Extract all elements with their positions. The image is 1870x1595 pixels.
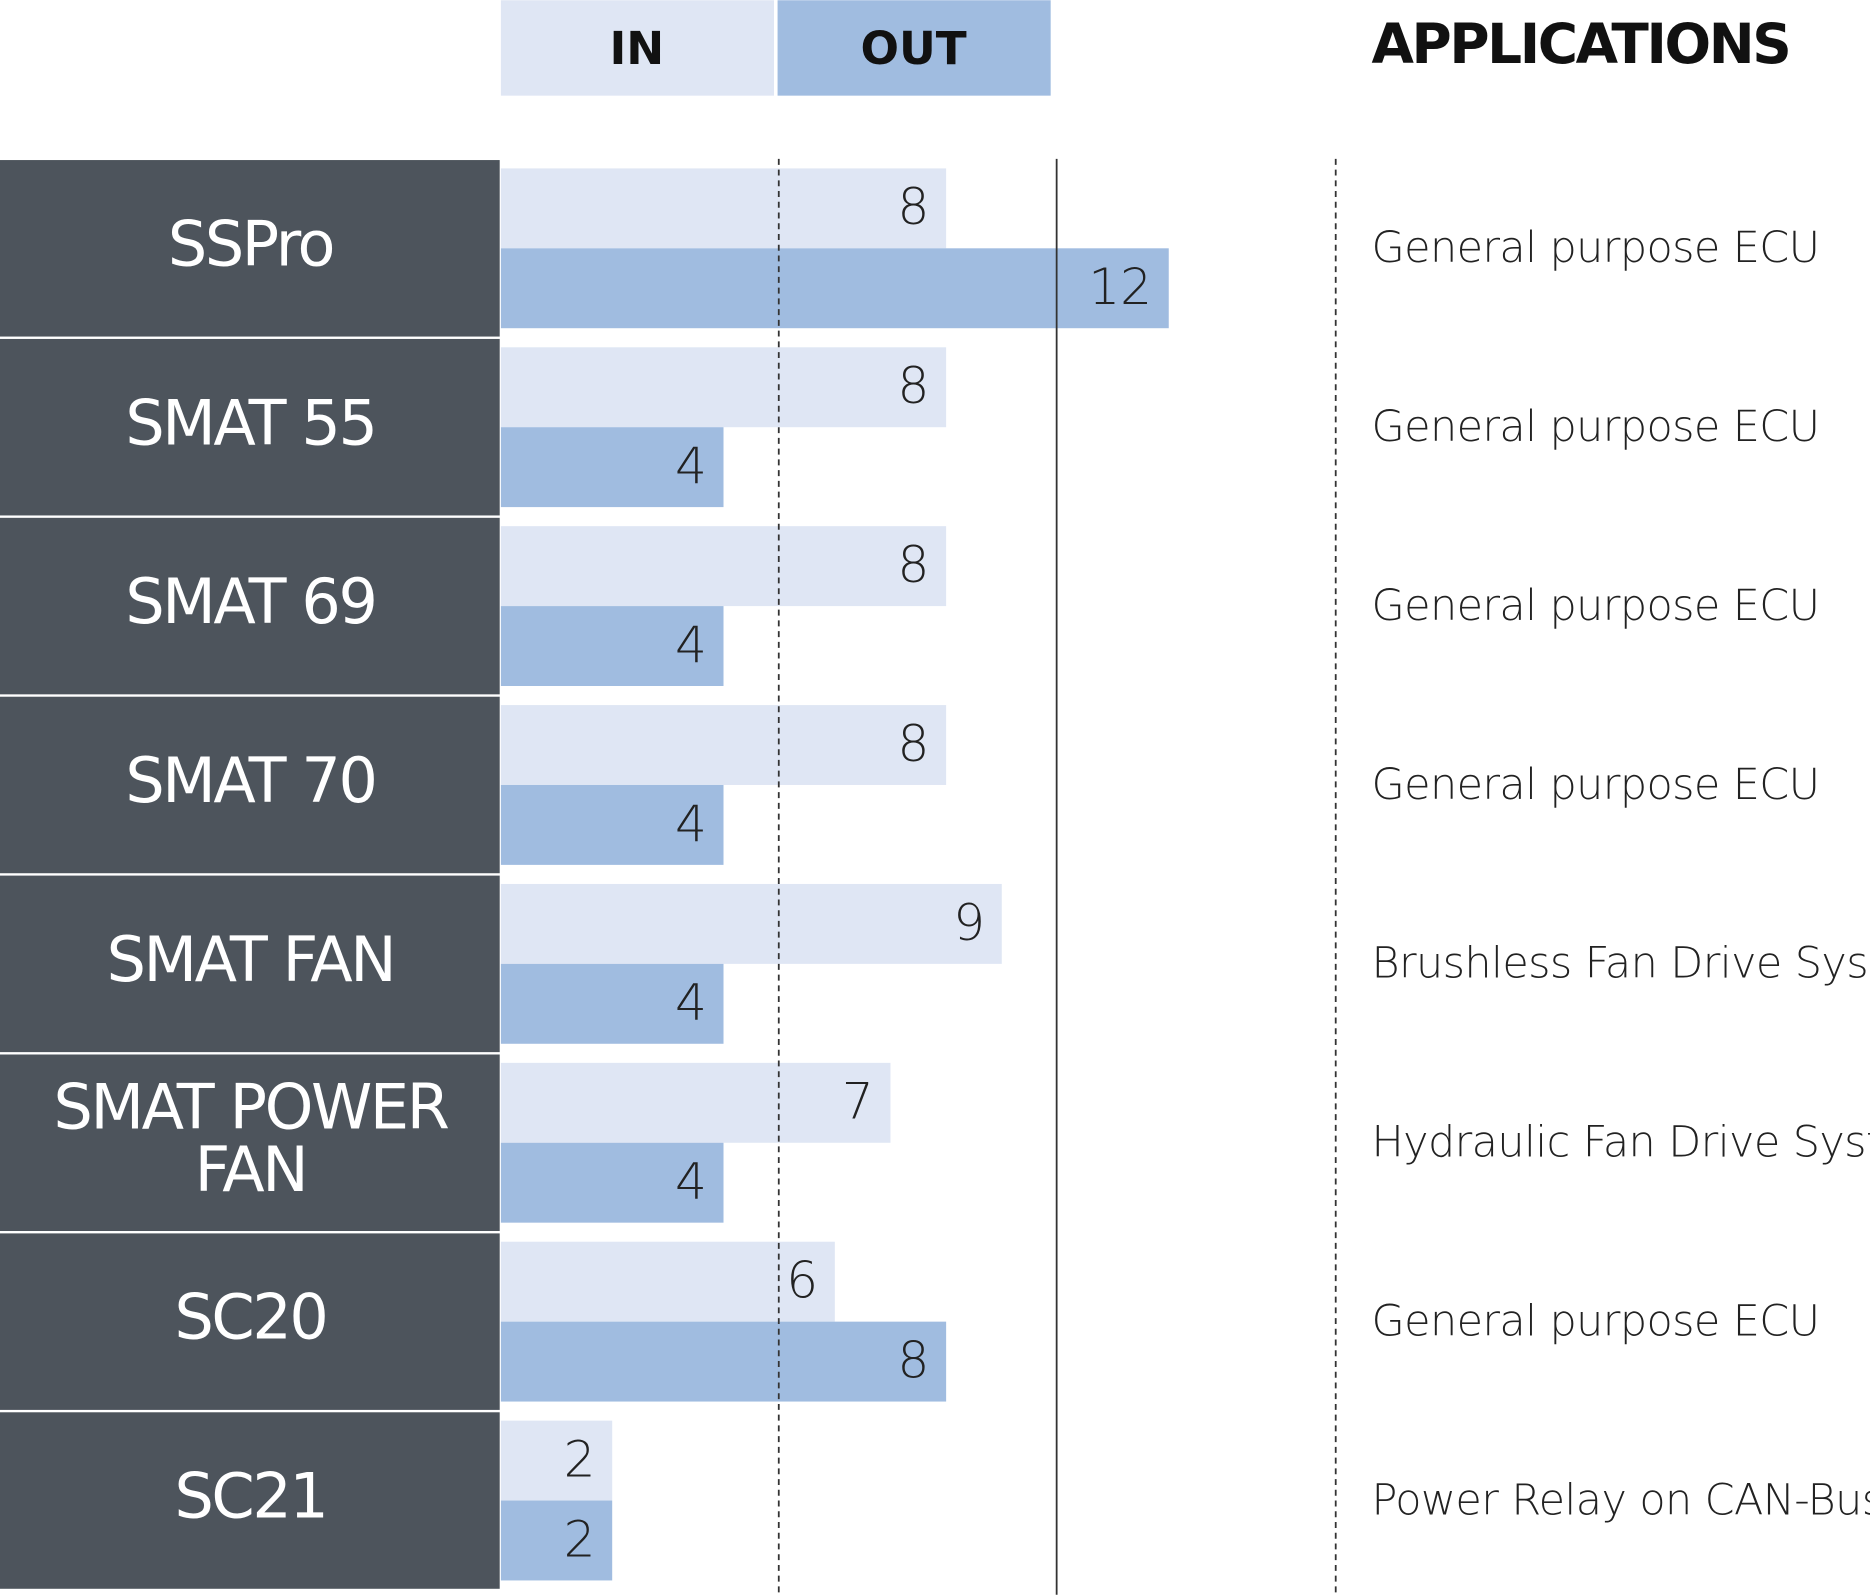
bar [500,705,947,785]
value-label: 7 [842,1073,874,1131]
category-box [0,1054,500,1232]
bar [500,1500,613,1581]
value-label: 8 [898,715,930,773]
application-label: General purpose ECU [1371,760,1819,810]
bar [500,606,724,686]
application-label: General purpose ECU [1371,402,1819,452]
bar [500,784,724,865]
bar [500,347,947,428]
value-label: 4 [675,795,707,853]
legend-box [777,0,1051,96]
bar [500,1142,724,1223]
category-box [0,517,500,695]
category-box [0,696,500,874]
category-box [0,160,500,337]
value-label: 12 [1088,258,1152,316]
category-label: SMAT POWER FAN [53,1071,448,1206]
bar [500,1420,613,1501]
value-label: 8 [898,1331,930,1389]
value-label: 4 [675,437,707,495]
category-label: SMAT 55 [125,386,375,459]
category-label: SC20 [174,1281,326,1354]
category-box [0,1412,500,1589]
category-label: SMAT 69 [125,565,375,638]
value-label: 2 [564,1430,596,1488]
bar [500,1062,891,1143]
bar [500,963,724,1044]
application-label: General purpose ECU [1371,581,1819,631]
value-label: 4 [675,974,707,1032]
value-label: 4 [675,616,707,674]
application-label: General purpose ECU [1371,1297,1819,1347]
category-box [0,875,500,1053]
bar [500,427,724,508]
category-label: SC21 [174,1460,326,1533]
bar [500,883,1002,964]
application-label: Hydraulic Fan Drive System [1371,1118,1870,1168]
value-label: 8 [898,536,930,594]
legend-box [500,0,774,96]
value-label: 6 [786,1252,818,1310]
legend-label: OUT [860,22,966,75]
category-label: SMAT 70 [125,744,375,817]
legend-label: IN [609,22,664,75]
bar [500,1241,835,1322]
category-box [0,338,500,516]
application-label: Power Relay on CAN-Bus [1371,1475,1870,1525]
category-label: SMAT FAN [107,923,395,996]
bar [500,168,947,249]
value-label: 2 [564,1510,596,1568]
category-box [0,1233,500,1410]
value-label: 9 [953,894,985,952]
value-label: 8 [898,178,930,236]
value-label: 4 [675,1153,707,1211]
bar [500,526,947,607]
applications-title: APPLICATIONS [1371,12,1789,76]
category-label: SSPro [168,207,333,280]
value-label: 8 [898,357,930,415]
bar [500,1321,947,1402]
application-label: General purpose ECU [1371,223,1819,273]
application-label: Brushless Fan Drive System [1371,939,1870,989]
bar [500,248,1169,329]
